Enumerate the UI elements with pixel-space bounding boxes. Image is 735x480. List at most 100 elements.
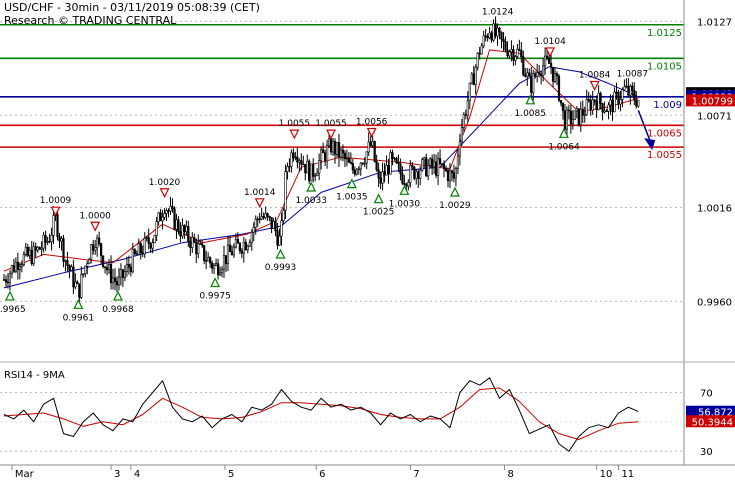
candle-body xyxy=(541,65,545,77)
candle-body xyxy=(250,232,253,243)
candle-body xyxy=(314,175,317,177)
candle-body xyxy=(383,171,386,176)
candle-body xyxy=(98,237,101,244)
candle-body xyxy=(228,244,232,252)
candle-body xyxy=(153,235,156,243)
swing-high-label: 1.0055 xyxy=(279,119,311,129)
swing-low-label: 0.9968 xyxy=(102,305,134,315)
candle-body xyxy=(44,234,47,243)
candle-body xyxy=(169,206,172,212)
chart-title: USD/CHF - 30min - 03/11/2019 05:08:39 (C… xyxy=(4,1,260,14)
candle-body xyxy=(625,85,628,88)
candle-body xyxy=(224,255,228,264)
candle-body xyxy=(365,151,368,164)
candle-body xyxy=(597,92,600,111)
candle-body xyxy=(367,141,370,153)
swing-low-label: 1.0025 xyxy=(363,208,395,218)
candle-body xyxy=(234,239,238,248)
candle-body xyxy=(187,226,190,242)
candle-body xyxy=(90,244,93,260)
candle-body xyxy=(504,41,507,51)
candle-body xyxy=(286,166,289,172)
candle-body xyxy=(526,72,529,77)
candle-body xyxy=(448,170,452,182)
price-badge-label: 1.00799 xyxy=(692,96,733,107)
candle-body xyxy=(601,103,604,113)
candle-body xyxy=(609,99,612,106)
candle-body xyxy=(530,75,533,93)
candle-body xyxy=(260,216,263,220)
candle-body xyxy=(266,213,269,217)
candle-body xyxy=(458,141,462,157)
candle-body xyxy=(545,55,549,59)
level-label: 1.0055 xyxy=(647,150,682,161)
swing-low-label: 0.9975 xyxy=(199,292,231,302)
candle-body xyxy=(534,73,537,77)
candle-body xyxy=(70,266,73,271)
candle-body xyxy=(298,160,301,163)
candle-body xyxy=(12,265,16,272)
candle-body xyxy=(111,277,115,284)
candle-body xyxy=(500,31,503,40)
down-triangle-marker xyxy=(289,129,300,140)
candle-body xyxy=(385,165,388,176)
candle-body xyxy=(155,221,158,236)
down-triangle-marker xyxy=(366,127,377,138)
candle-body xyxy=(369,141,372,146)
candle-body xyxy=(563,110,566,130)
candle-body xyxy=(24,247,27,255)
up-triangle-marker xyxy=(73,298,84,309)
candle-body xyxy=(254,218,257,228)
candle-body xyxy=(300,160,303,165)
candle-body xyxy=(549,63,553,68)
candle-body xyxy=(159,212,162,222)
candle-body xyxy=(26,247,29,256)
swing-label: 1.0124 xyxy=(482,7,514,17)
candle-body xyxy=(397,162,400,165)
candle-body xyxy=(22,254,25,266)
candle-body xyxy=(64,260,67,262)
candle-body xyxy=(476,52,479,68)
candle-body xyxy=(167,210,170,212)
candle-body xyxy=(585,99,588,116)
candle-body xyxy=(165,210,168,214)
candle-body xyxy=(466,100,469,116)
candle-body xyxy=(490,32,493,41)
candle-body xyxy=(607,104,610,112)
candle-body xyxy=(428,158,432,167)
up-triangle-marker xyxy=(525,94,536,105)
candle-body xyxy=(341,149,345,154)
down-triangle-marker xyxy=(50,206,61,217)
candle-body xyxy=(316,172,319,176)
candle-body xyxy=(133,249,136,255)
candle-body xyxy=(258,218,261,221)
rsi-tick-label: 70 xyxy=(700,388,713,399)
candle-body xyxy=(591,99,594,111)
time-tick-label: 10 xyxy=(600,469,613,480)
up-triangle-marker xyxy=(346,178,357,189)
candle-body xyxy=(270,217,273,229)
candle-body xyxy=(36,247,39,251)
up-triangle-marker xyxy=(112,290,123,301)
candle-body xyxy=(589,100,592,111)
candle-body xyxy=(217,263,220,276)
candle-body xyxy=(264,213,267,218)
swing-low-label: 0.9961 xyxy=(63,313,95,323)
candle-body xyxy=(34,246,37,251)
candle-body xyxy=(102,255,105,267)
candle-body xyxy=(252,227,255,233)
candle-body xyxy=(621,89,624,100)
candle-body xyxy=(306,160,309,174)
candle-body xyxy=(40,247,43,250)
rsi-grid xyxy=(0,391,684,452)
candle-body xyxy=(355,169,358,175)
swing-high-label: 1.0009 xyxy=(40,196,72,206)
candle-body xyxy=(516,48,519,57)
candle-body xyxy=(195,241,198,255)
price-tick-label: 1.0127 xyxy=(697,17,732,28)
candle-body xyxy=(627,85,630,96)
swing-low-label: 1.0064 xyxy=(548,142,580,152)
candle-body xyxy=(149,243,152,249)
candle-body xyxy=(480,45,483,55)
candle-body xyxy=(323,152,327,162)
